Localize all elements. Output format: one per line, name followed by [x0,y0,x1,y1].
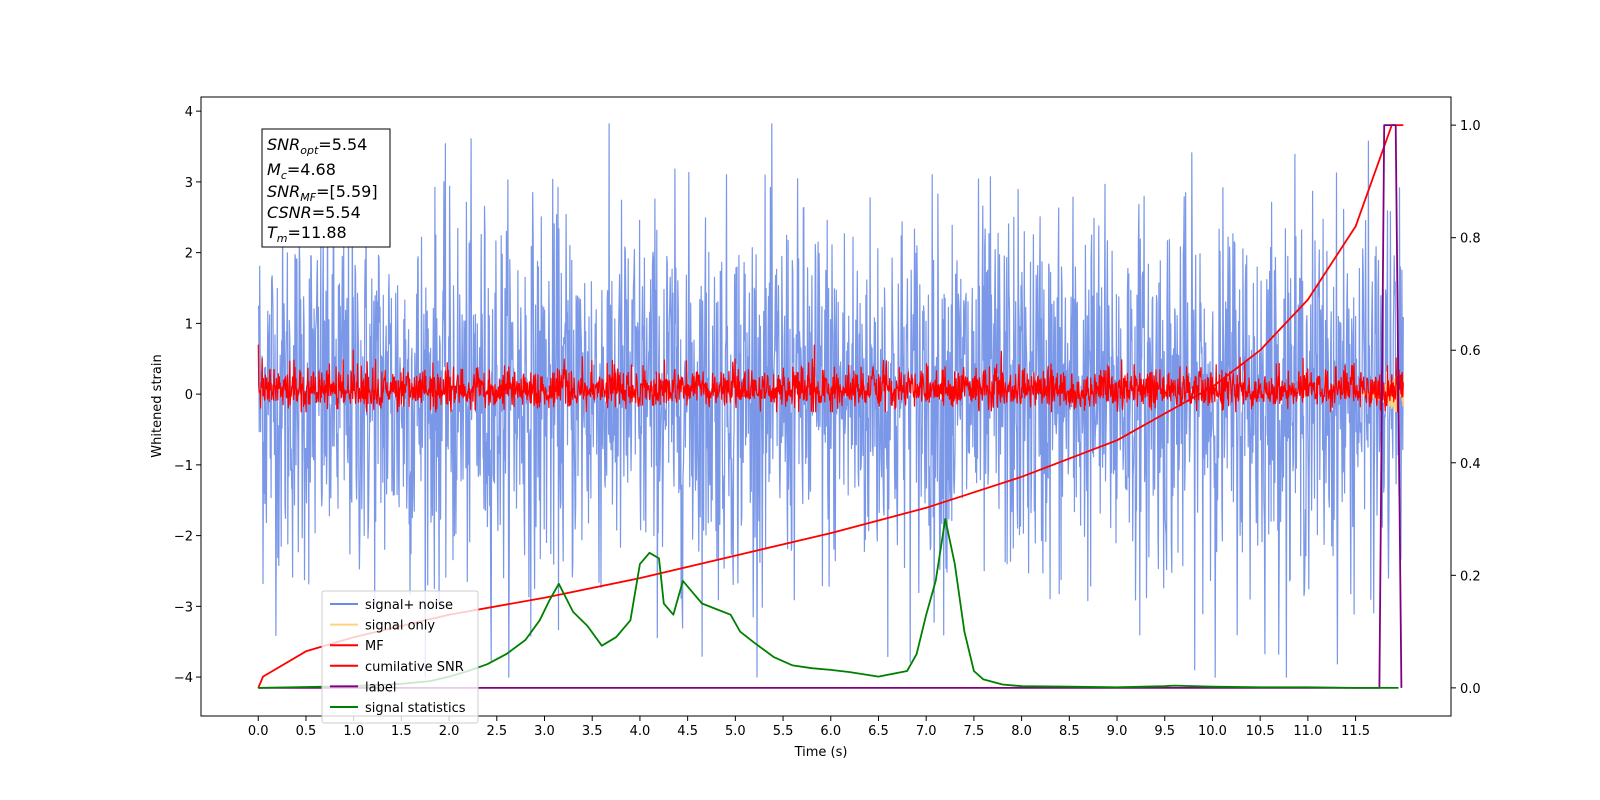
x-tick-label: 3.0 [534,724,555,739]
x-tick-label: 4.5 [677,724,698,739]
series-line-signal-statistics [258,518,1399,689]
x-tick-label: 5.0 [725,724,746,739]
y2-tick-label: 1.0 [1460,119,1481,134]
y-tick-label: 4 [185,105,193,120]
x-tick-label: 9.0 [1107,724,1128,739]
plot-frame [200,96,1452,717]
legend: signal+ noise signal only MF cumilative SNR… [321,590,479,724]
y2-tick-label: 0.6 [1460,344,1481,359]
legend-label-label: label [365,680,396,695]
y-tick-label: −1 [174,459,193,474]
y-tick-label: −4 [174,671,193,686]
y-tick-label: 1 [185,317,193,332]
y-axis-right: 0.0 0.2 0.4 0.6 0.8 1.0 [1451,119,1481,697]
legend-label-cumilative-snr: cumilative SNR [365,660,464,675]
x-tick-label: 6.5 [868,724,889,739]
annotation-tm: Tm=11.88 [267,223,347,245]
y-axis-left: −4 −3 −2 −1 0 1 2 3 4 [174,105,201,686]
series-line-label [258,124,1403,689]
x-tick-label: 11.0 [1293,724,1322,739]
x-tick-label: 8.0 [1011,724,1032,739]
x-tick-label: 4.0 [630,724,651,739]
x-tick-label: 1.5 [391,724,412,739]
annotation-snr-mf: SNRMF=[5.59] [267,182,378,204]
y-axis-label: Whitened strain [150,354,165,457]
legend-label-signal-noise: signal+ noise [365,598,453,613]
annotation-csnr: CSNR=5.54 [267,203,361,222]
y2-tick-label: 0.2 [1460,569,1481,584]
x-tick-label: 0.0 [248,724,269,739]
x-tick-label: 10.5 [1246,724,1275,739]
legend-frame [321,590,479,724]
legend-label-mf: MF [365,639,384,654]
series-line-mf [257,344,1404,413]
y-tick-label: 3 [185,176,193,191]
x-tick-label: 11.5 [1341,724,1370,739]
x-tick-label: 8.5 [1059,724,1080,739]
y2-tick-label: 0.0 [1460,682,1481,697]
y2-tick-label: 0.8 [1460,232,1481,247]
x-tick-label: 1.0 [343,724,364,739]
y-tick-label: −2 [174,530,193,545]
y-tick-label: 2 [185,247,193,262]
x-tick-label: 2.5 [486,724,507,739]
x-tick-label: 6.0 [820,724,841,739]
x-axis: 0.0 0.5 1.0 1.5 2.0 2.5 3.0 3.5 4.0 4.5 5.0 5.5 6.0 6… [248,716,1370,739]
annotation-mc: Mc=4.68 [267,160,336,182]
y2-tick-label: 0.4 [1460,457,1481,472]
legend-label-signal-statistics: signal statistics [365,701,466,716]
x-tick-label: 7.0 [916,724,937,739]
annotation-frame [261,128,391,248]
legend-label-signal-only: signal only [365,619,435,634]
annotation-box: SNRopt=5.54 Mc=4.68 SNRMF=[5.59] CSNR=5.… [261,128,391,248]
x-tick-label: 2.0 [439,724,460,739]
y-tick-label: 0 [185,388,193,403]
x-axis-label: Time (s) [794,745,848,760]
x-tick-label: 3.5 [582,724,603,739]
annotation-snr-opt: SNRopt=5.54 [267,135,367,157]
y-tick-label: −3 [174,600,193,615]
x-tick-label: 0.5 [296,724,317,739]
x-tick-label: 10.0 [1198,724,1227,739]
x-tick-label: 9.5 [1154,724,1175,739]
x-tick-label: 7.5 [964,724,985,739]
x-tick-label: 5.5 [773,724,794,739]
